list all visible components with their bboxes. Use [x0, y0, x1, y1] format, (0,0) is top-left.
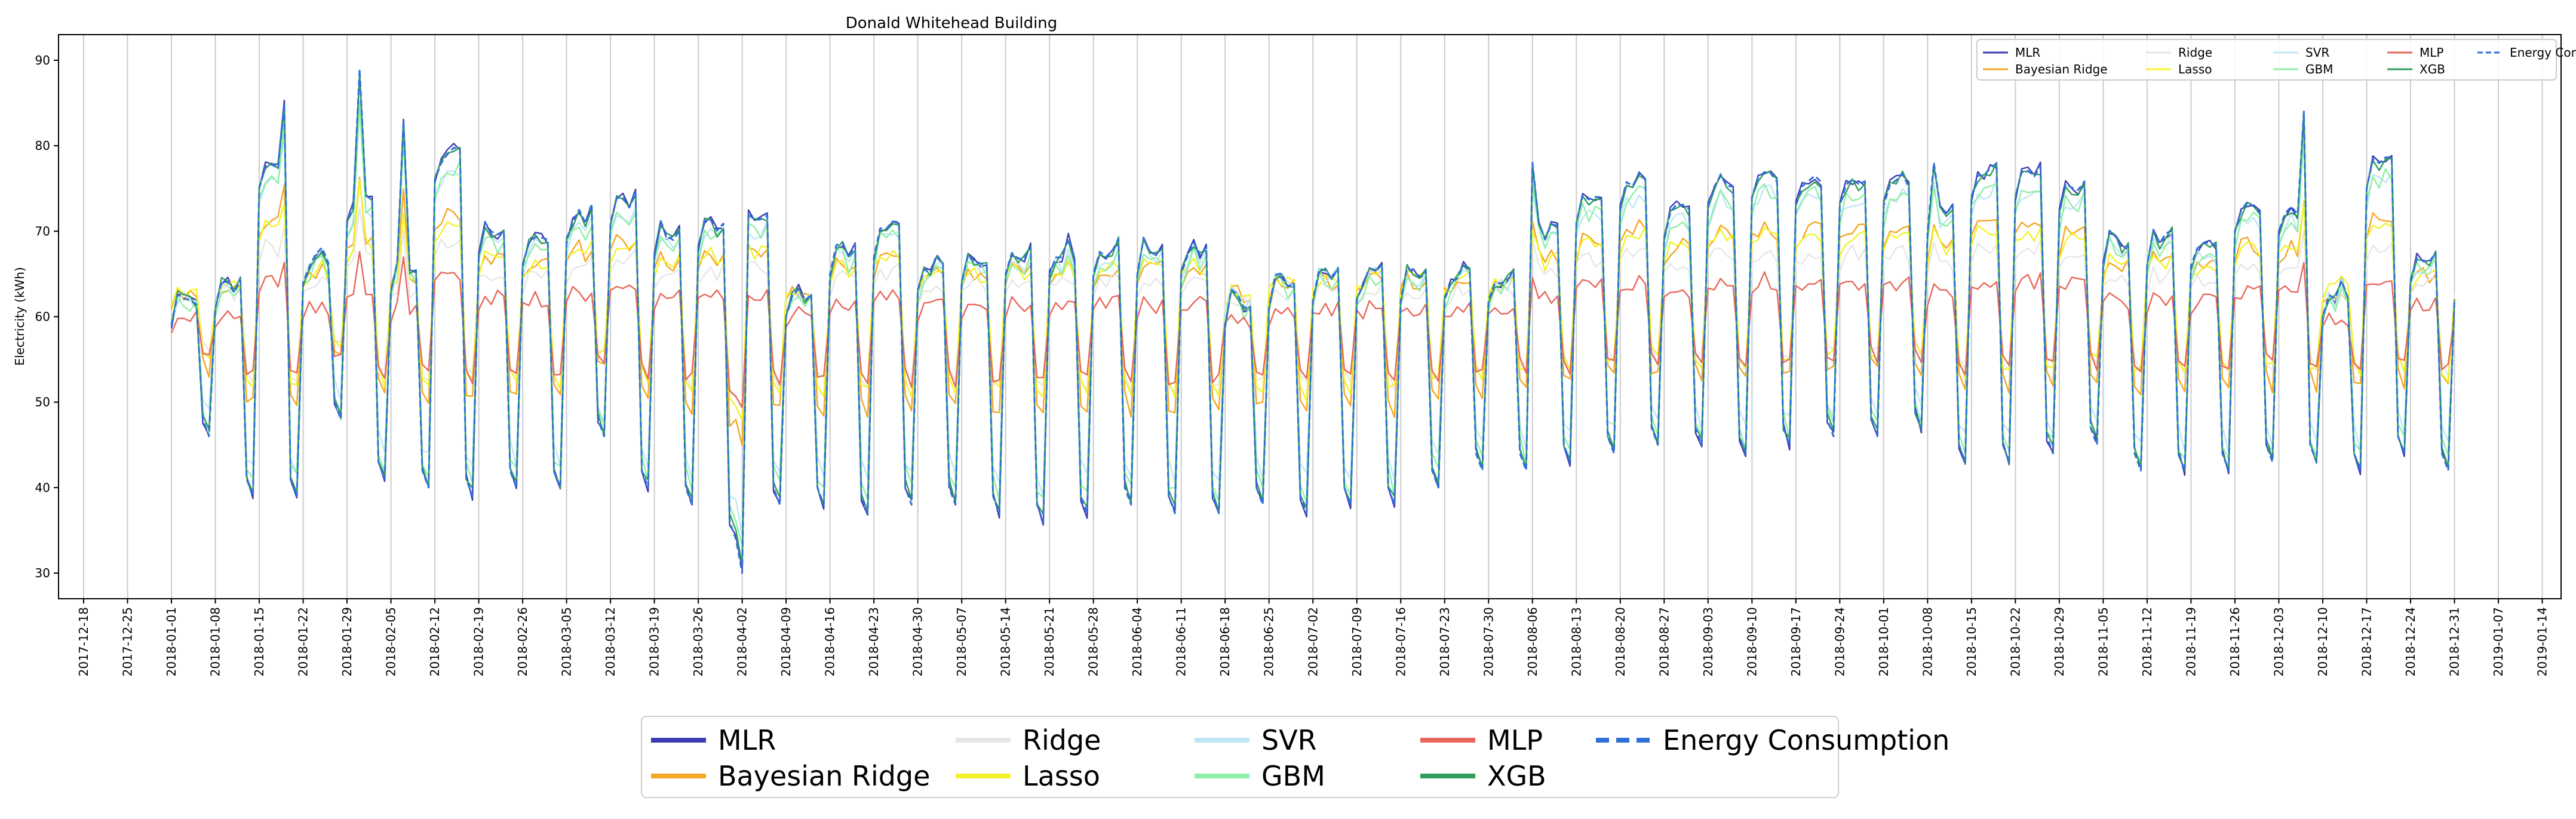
x-tick-label: 2018-09-03 — [1701, 607, 1715, 676]
x-tick-label: 2018-03-12 — [603, 607, 618, 676]
inner-legend-label: XGB — [2420, 62, 2445, 76]
x-tick-label: 2018-08-27 — [1657, 607, 1671, 676]
chart-title: Donald Whitehead Building — [846, 14, 1058, 32]
x-tick-label: 2018-11-05 — [2096, 607, 2110, 676]
plot-series — [170, 67, 2455, 574]
inner-legend-label: MLR — [2015, 45, 2040, 60]
x-tick-label: 2018-03-26 — [691, 607, 705, 676]
x-tick-label: 2018-12-24 — [2403, 607, 2418, 676]
x-tick-label: 2018-04-23 — [867, 607, 881, 676]
x-tick-label: 2018-10-08 — [1920, 607, 1935, 676]
outer-legend-frame — [641, 716, 1839, 798]
x-tick-label: 2018-02-05 — [384, 607, 398, 676]
x-tick-label: 2018-04-16 — [823, 607, 837, 676]
x-tick-label: 2018-07-30 — [1481, 607, 1496, 676]
y-tick-label: 80 — [35, 138, 50, 153]
y-axis-label: Electricity (kWh) — [13, 267, 27, 365]
x-tick-label: 2018-02-26 — [515, 607, 530, 676]
x-tick-label: 2018-06-25 — [1262, 607, 1276, 676]
x-tick-label: 2018-06-04 — [1130, 607, 1144, 676]
x-tick-label: 2018-08-13 — [1569, 607, 1583, 676]
x-tick-label: 2017-12-25 — [121, 607, 135, 676]
x-tick-label: 2018-07-23 — [1438, 607, 1452, 676]
x-tick-label: 2018-10-22 — [2008, 607, 2022, 676]
inner-legend-label: Bayesian Ridge — [2015, 62, 2108, 76]
x-tick-label: 2018-11-26 — [2228, 607, 2242, 676]
x-tick-label: 2018-04-02 — [735, 607, 750, 676]
y-tick-label: 90 — [35, 53, 50, 67]
x-tick-label: 2018-05-21 — [1042, 607, 1057, 676]
x-tick-label: 2018-08-20 — [1613, 607, 1628, 676]
y-axis: 30 40 50 60 70 80 90 — [35, 53, 59, 580]
x-tick-label: 2018-01-22 — [296, 607, 311, 676]
x-tick-label: 2019-01-14 — [2535, 607, 2549, 676]
y-tick-label: 50 — [35, 395, 50, 410]
x-tick-label: 2018-06-18 — [1218, 607, 1232, 676]
inner-legend-label: Ridge — [2178, 45, 2212, 60]
inner-legend-label: Lasso — [2178, 62, 2212, 76]
outer-legend-label: XGB — [1487, 760, 1546, 792]
x-tick-label: 2018-08-06 — [1525, 607, 1540, 676]
outer-legend-label: Ridge — [1023, 724, 1101, 756]
inner-legend-label: Energy Consumption — [2510, 45, 2576, 60]
outer-legend-label: MLP — [1487, 724, 1543, 756]
x-tick-label: 2018-01-29 — [340, 607, 354, 676]
x-tick-label: 2018-12-10 — [2316, 607, 2330, 676]
inner-legend-label: MLP — [2420, 45, 2443, 60]
y-tick-label: 40 — [35, 481, 50, 495]
x-tick-label: 2018-10-29 — [2052, 607, 2067, 676]
y-tick-label: 30 — [35, 566, 50, 580]
x-tick-label: 2018-12-03 — [2271, 607, 2286, 676]
x-tick-label: 2018-09-10 — [1745, 607, 1759, 676]
x-tick-label: 2018-04-09 — [779, 607, 793, 676]
x-tick-label: 2018-05-07 — [954, 607, 969, 676]
x-tick-label: 2018-12-17 — [2359, 607, 2374, 676]
x-tick-label: 2018-10-15 — [1964, 607, 1979, 676]
outer-legend-label: Lasso — [1023, 760, 1100, 792]
x-tick-label: 2017-12-18 — [76, 607, 91, 676]
inner-legend-label: SVR — [2305, 45, 2329, 60]
outer-legend-label: Bayesian Ridge — [718, 760, 930, 792]
outer-legend-label: Energy Consumption — [1663, 724, 1949, 756]
outer-legend-label: SVR — [1261, 724, 1317, 756]
x-tick-label: 2018-03-05 — [560, 607, 574, 676]
x-tick-label: 2018-06-11 — [1174, 607, 1189, 676]
x-tick-label: 2018-07-02 — [1306, 607, 1320, 676]
x-tick-label: 2018-01-01 — [164, 607, 179, 676]
inner-legend: MLR Bayesian Ridge Ridge Lasso SVR GBM MLP XGB E… — [1976, 39, 2576, 81]
outer-legend-label: MLR — [718, 724, 776, 756]
x-tick-label: 2018-05-14 — [999, 607, 1013, 676]
x-tick-label: 2019-01-07 — [2491, 607, 2506, 676]
x-tick-label: 2018-09-24 — [1832, 607, 1847, 676]
x-tick-label: 2018-02-19 — [472, 607, 486, 676]
x-tick-label: 2018-10-01 — [1877, 607, 1891, 676]
x-tick-label: 2018-09-17 — [1789, 607, 1803, 676]
x-tick-label: 2018-01-15 — [252, 607, 266, 676]
x-tick-label: 2018-01-08 — [208, 607, 223, 676]
x-tick-label: 2018-11-19 — [2184, 607, 2198, 676]
x-tick-label: 2018-03-19 — [647, 607, 662, 676]
x-axis: 2017-12-18 2017-12-25 2018-01-01 2018-01-08… — [76, 599, 2549, 676]
outer-legend-label: GBM — [1261, 760, 1325, 792]
x-tick-label: 2018-05-28 — [1086, 607, 1101, 676]
x-tick-label: 2018-04-30 — [911, 607, 925, 676]
series-line-lasso — [170, 179, 2455, 421]
outer-legend: MLR Bayesian Ridge Ridge Lasso SVR GBM MLP XGB E… — [641, 716, 1949, 798]
x-tick-label: 2018-02-12 — [428, 607, 442, 676]
plot-frame — [58, 34, 2562, 599]
inner-legend-label: GBM — [2305, 62, 2333, 76]
y-tick-label: 70 — [35, 224, 50, 238]
x-tick-label: 2018-07-16 — [1393, 607, 1408, 676]
y-tick-label: 60 — [35, 310, 50, 324]
series-line-energy-consumption — [170, 67, 2455, 574]
x-tick-label: 2018-11-12 — [2140, 607, 2154, 676]
x-tick-label: 2018-07-09 — [1350, 607, 1364, 676]
x-tick-label: 2018-12-31 — [2447, 607, 2461, 676]
